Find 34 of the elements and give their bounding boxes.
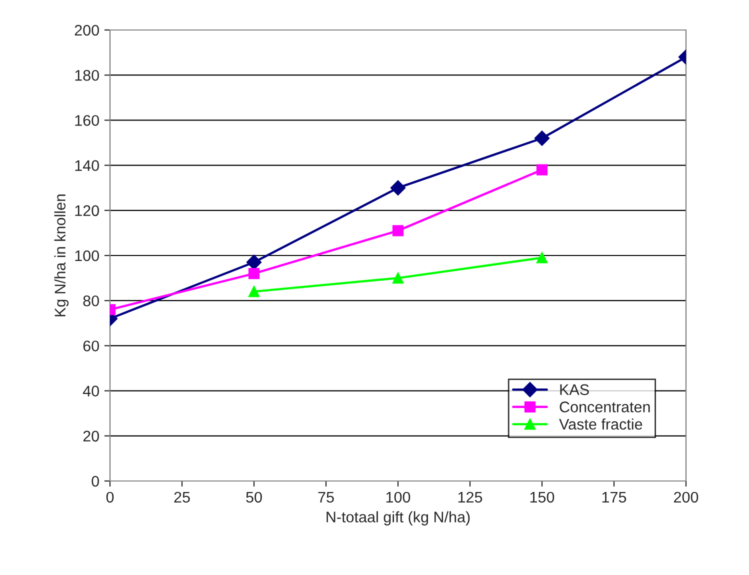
y-tick-label: 160	[75, 115, 99, 126]
point	[248, 268, 260, 280]
point	[536, 252, 548, 264]
y-tick-label: 20	[83, 430, 99, 442]
x-tick-label: 125	[458, 492, 482, 503]
point	[390, 180, 406, 196]
x-tick-label: 0	[106, 492, 114, 503]
x-tick-label: 50	[246, 492, 262, 503]
y-tick-label: 180	[75, 70, 99, 81]
point	[534, 130, 550, 146]
point	[248, 286, 260, 298]
point	[536, 164, 548, 176]
legend-label: KAS	[560, 384, 589, 396]
x-tick-label: 75	[318, 492, 334, 503]
x-axis-title: N-totaal gift (kg N/ha)	[326, 511, 470, 526]
x-tick-label: 25	[174, 492, 190, 503]
y-tick-label: 140	[75, 160, 99, 171]
y-tick-label: 60	[83, 340, 99, 352]
y-tick-label: 200	[74, 24, 99, 36]
point	[392, 225, 404, 236]
y-tick-label: 100	[75, 250, 99, 262]
y-tick-label: 40	[82, 386, 99, 396]
x-tick-label: 200	[674, 492, 698, 503]
y-tick-label: 80	[83, 295, 99, 306]
x-tick-label: 150	[530, 492, 554, 503]
y-tick-label: 120	[75, 205, 99, 216]
y-axis-title: Kg N/ha in knollen	[54, 194, 69, 316]
legend-label: Vaste fractie	[559, 418, 642, 430]
x-tick-label: 100	[386, 492, 410, 503]
point	[246, 254, 262, 270]
y-tick-label: 0	[92, 476, 99, 487]
legend-label: Concentraten	[560, 402, 650, 412]
point	[392, 272, 404, 284]
x-tick-label: 175	[602, 492, 626, 503]
